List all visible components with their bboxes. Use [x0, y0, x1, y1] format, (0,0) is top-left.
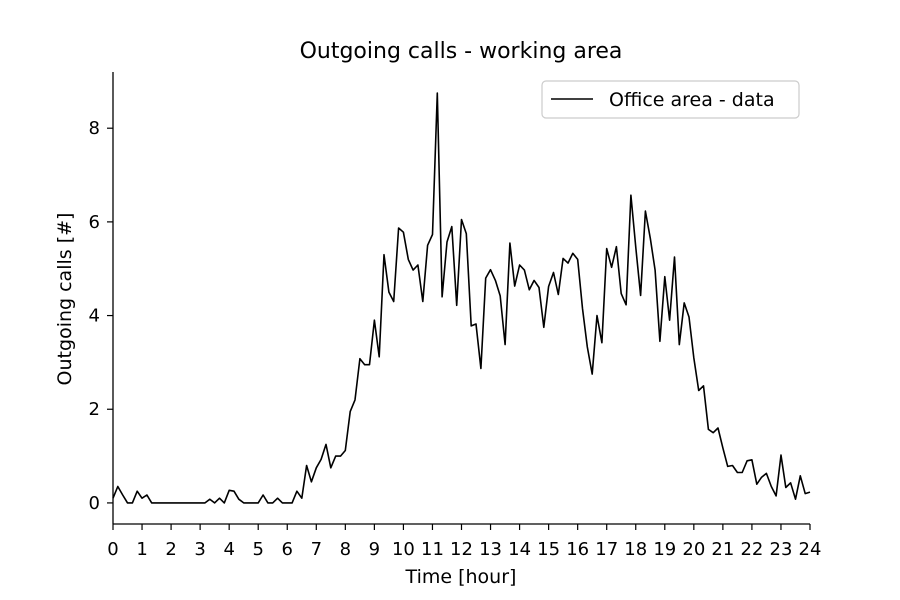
plot-area: 0 1 2 3 4 5 6 7 8 9 10 11 12 13 14 15 16 17 18 19 20 21 22 23 24… [89, 72, 821, 560]
x-tick-label: 13 [479, 539, 502, 560]
x-tick-label: 6 [282, 539, 293, 560]
x-tick-label: 2 [165, 539, 176, 560]
y-tick-label: 2 [89, 399, 100, 420]
legend-label: Office area - data [609, 89, 775, 111]
y-axis-label: Outgoing calls [#] [54, 213, 76, 386]
x-tick-label: 4 [223, 539, 234, 560]
y-tick-label: 6 [89, 212, 100, 233]
x-tick-label: 23 [770, 539, 793, 560]
x-tick-label: 19 [653, 539, 676, 560]
x-tick-label: 12 [450, 539, 473, 560]
x-tick-label: 8 [340, 539, 351, 560]
y-tick-label: 8 [89, 118, 100, 139]
y-ticks: 0 2 4 6 8 [89, 118, 113, 514]
x-tick-label: 1 [136, 539, 147, 560]
x-tick-label: 21 [711, 539, 734, 560]
series-line-office-area [112, 92, 811, 504]
x-tick-label: 0 [107, 539, 118, 560]
x-tick-label: 24 [799, 539, 822, 560]
legend: Office area - data [541, 80, 800, 119]
chart-title: Outgoing calls - working area [300, 39, 623, 64]
x-tick-label: 22 [740, 539, 763, 560]
y-tick-label: 0 [89, 493, 100, 514]
x-tick-label: 15 [537, 539, 560, 560]
x-tick-label: 3 [194, 539, 205, 560]
x-tick-label: 14 [508, 539, 531, 560]
x-tick-label: 7 [311, 539, 322, 560]
x-axis-label: Time [hour] [405, 566, 517, 588]
x-tick-label: 20 [682, 539, 705, 560]
legend-box [541, 80, 800, 119]
y-tick-label: 4 [89, 306, 100, 327]
x-tick-label: 9 [369, 539, 380, 560]
x-tick-label: 18 [624, 539, 647, 560]
x-tick-label: 5 [252, 539, 263, 560]
x-tick-label: 17 [595, 539, 618, 560]
x-tick-label: 11 [421, 539, 444, 560]
x-tick-label: 16 [566, 539, 589, 560]
x-tick-label: 10 [392, 539, 415, 560]
x-ticks: 0 1 2 3 4 5 6 7 8 9 10 11 12 13 14 15 16 17 18 19 20 21 22 23 24 [107, 524, 821, 560]
